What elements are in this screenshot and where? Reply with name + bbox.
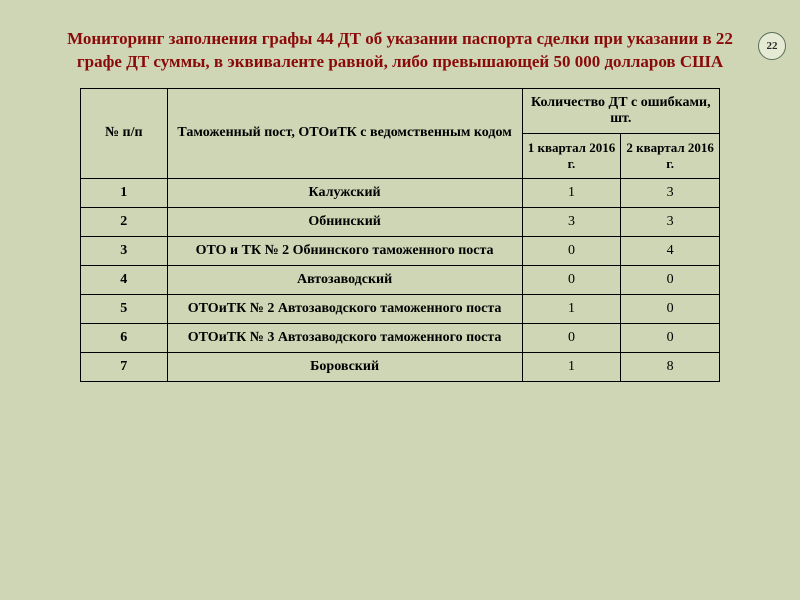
monitoring-table: № п/п Таможенный пост, ОТОиТК с ведомств… [80, 88, 720, 382]
cell-q1: 1 [522, 294, 621, 323]
cell-num: 6 [81, 323, 168, 352]
cell-num: 2 [81, 207, 168, 236]
cell-post: ОТО и ТК № 2 Обнинского таможенного пост… [167, 236, 522, 265]
col-header-num: № п/п [81, 88, 168, 178]
cell-q2: 0 [621, 265, 720, 294]
cell-num: 7 [81, 352, 168, 381]
slide-title: Мониторинг заполнения графы 44 ДТ об ука… [50, 28, 750, 74]
cell-q2: 8 [621, 352, 720, 381]
cell-post: Боровский [167, 352, 522, 381]
cell-q2: 3 [621, 207, 720, 236]
cell-q2: 4 [621, 236, 720, 265]
table-row: 4 Автозаводский 0 0 [81, 265, 720, 294]
table-row: 7 Боровский 1 8 [81, 352, 720, 381]
cell-q2: 3 [621, 178, 720, 207]
cell-num: 4 [81, 265, 168, 294]
cell-q1: 0 [522, 323, 621, 352]
table-row: 5 ОТОиТК № 2 Автозаводского таможенного … [81, 294, 720, 323]
cell-q1: 1 [522, 178, 621, 207]
cell-q1: 1 [522, 352, 621, 381]
table-row: 2 Обнинский 3 3 [81, 207, 720, 236]
page-number-badge: 22 [758, 32, 786, 60]
table-row: 6 ОТОиТК № 3 Автозаводского таможенного … [81, 323, 720, 352]
cell-q2: 0 [621, 294, 720, 323]
table-row: 3 ОТО и ТК № 2 Обнинского таможенного по… [81, 236, 720, 265]
col-header-q1: 1 квартал 2016 г. [522, 133, 621, 178]
cell-num: 3 [81, 236, 168, 265]
cell-q2: 0 [621, 323, 720, 352]
cell-post: Калужский [167, 178, 522, 207]
cell-post: Обнинский [167, 207, 522, 236]
cell-q1: 0 [522, 265, 621, 294]
col-header-post: Таможенный пост, ОТОиТК с ведомственным … [167, 88, 522, 178]
col-header-q2: 2 квартал 2016 г. [621, 133, 720, 178]
cell-num: 1 [81, 178, 168, 207]
cell-post: ОТОиТК № 3 Автозаводского таможенного по… [167, 323, 522, 352]
cell-q1: 3 [522, 207, 621, 236]
col-header-errors-group: Количество ДТ с ошибками, шт. [522, 88, 719, 133]
cell-q1: 0 [522, 236, 621, 265]
cell-post: Автозаводский [167, 265, 522, 294]
table-row: 1 Калужский 1 3 [81, 178, 720, 207]
cell-num: 5 [81, 294, 168, 323]
cell-post: ОТОиТК № 2 Автозаводского таможенного по… [167, 294, 522, 323]
